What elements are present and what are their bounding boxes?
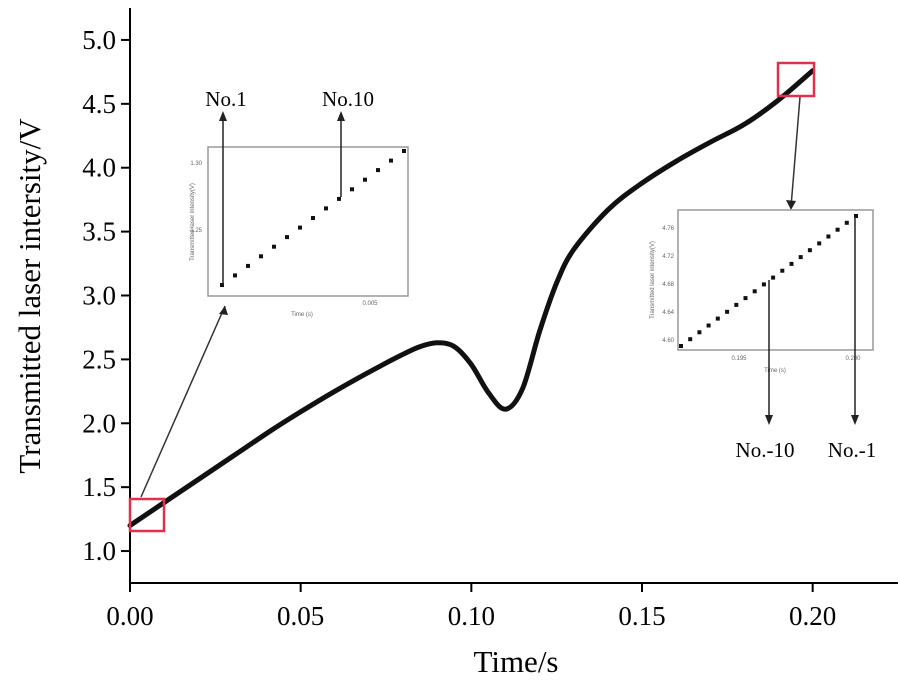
x-tick-label: 0.15 (618, 601, 665, 631)
end-inset-point (835, 227, 840, 232)
x-tick-label: 0.05 (277, 601, 324, 631)
start-inset-point (402, 149, 406, 153)
start-inset-frame (207, 146, 409, 297)
end-inset-point (706, 323, 711, 328)
y-tick-label: 2.0 (82, 408, 116, 438)
y-tick-label: 4.5 (82, 89, 116, 119)
x-tick-label: 0.00 (106, 601, 153, 631)
start-inset-ytick-2: 1.25 (190, 228, 202, 234)
end-inset-point (854, 214, 858, 218)
start-inset-point (298, 225, 302, 230)
end-inset-point (826, 234, 831, 239)
no-minus1-label: No.-1 (828, 438, 876, 462)
y-tick-label: 1.0 (82, 536, 116, 566)
y-tick-label: 5.0 (82, 25, 116, 55)
end-inset-point (688, 337, 693, 342)
end-inset-point (789, 261, 794, 266)
end-inset-ytick-1: 4.76 (662, 226, 674, 232)
end-inset-point (697, 330, 702, 335)
start-leader-line (140, 305, 226, 498)
end-inset-point (761, 282, 766, 287)
start-inset-point (363, 177, 367, 182)
end-inset-frame (677, 209, 874, 351)
end-inset-point (798, 255, 803, 260)
y-tick-label: 3.5 (82, 217, 116, 247)
no10-label: No.10 (322, 87, 374, 111)
start-inset-xtick-1: 0.005 (362, 301, 378, 307)
start-inset-point (337, 196, 341, 201)
start-inset-point (324, 206, 328, 211)
start-inset-point (389, 158, 393, 163)
no-minus10-marker-arrowhead (765, 415, 773, 425)
end-inset-ytick-3: 4.68 (662, 282, 674, 288)
no-minus1-marker-arrowhead (851, 415, 859, 425)
y-tick-label: 3.0 (82, 281, 116, 311)
y-tick-label: 4.0 (82, 153, 116, 183)
start-highlight-box (128, 497, 166, 533)
start-inset-ytick-1: 1.30 (190, 161, 202, 167)
end-inset-point (715, 316, 720, 321)
y-tick-label: 1.5 (82, 472, 116, 502)
y-tick-label: 2.5 (82, 344, 116, 374)
end-inset-xtick-2: 0.200 (845, 356, 861, 362)
end-inset-point (817, 241, 822, 246)
end-inset-ytick-2: 4.72 (662, 254, 674, 260)
start-inset-ylabel: Transmitted laser intensity(V) (190, 183, 196, 261)
end-leader-arrowhead (786, 200, 796, 210)
no10-marker-arrowhead (337, 111, 345, 121)
y-axis-title: Transmitted laser intersity/V (12, 118, 47, 474)
end-inset: Transmitted laser intensity(V) 4.76 4.72… (650, 209, 876, 462)
start-leader-arrowhead (219, 306, 228, 315)
no-minus10-label: No.-10 (736, 438, 795, 462)
end-highlight-box (776, 61, 816, 98)
end-inset-point (752, 289, 757, 294)
start-inset-point (272, 244, 276, 249)
start-inset-point (259, 254, 263, 259)
start-inset-point (220, 283, 224, 287)
end-inset-point (734, 302, 739, 307)
x-tick-group: 0.00 0.05 0.10 0.15 0.20 (106, 583, 836, 631)
x-tick-label: 0.20 (789, 601, 836, 631)
no1-label: No.1 (205, 87, 246, 111)
start-inset-xlabel: Time (s) (291, 312, 313, 318)
x-tick-label: 0.10 (448, 601, 495, 631)
end-inset-point (780, 268, 785, 273)
end-leader-line (790, 96, 801, 208)
x-axis-title: Time/s (473, 644, 558, 679)
start-inset-point (233, 273, 237, 278)
end-inset-ytick-5: 4.60 (662, 338, 674, 344)
start-inset-point (246, 263, 250, 268)
series-line (127, 68, 816, 528)
end-inset-ylabel: Transmitted laser intensity(V) (650, 241, 656, 319)
start-inset-point (376, 168, 380, 173)
start-inset-point (311, 216, 315, 220)
end-inset-point (725, 309, 730, 314)
end-inset-point (771, 275, 776, 280)
end-inset-point (807, 248, 812, 253)
end-inset-point (844, 220, 849, 225)
start-inset-point (350, 187, 354, 192)
end-inset-point (743, 296, 748, 301)
end-inset-point (679, 344, 683, 348)
end-inset-xtick-1: 0.195 (731, 356, 747, 362)
y-tick-group: 1.0 1.5 2.0 2.5 3.0 3.5 4.0 4.5 5.0 (82, 25, 130, 566)
no1-marker-arrowhead (219, 111, 227, 121)
end-inset-ytick-4: 4.64 (662, 310, 674, 316)
start-inset: Transmitted laser intensity(V) 1.30 1.25… (190, 87, 409, 318)
start-inset-point (285, 235, 289, 240)
end-inset-xlabel: Time (s) (764, 368, 786, 374)
